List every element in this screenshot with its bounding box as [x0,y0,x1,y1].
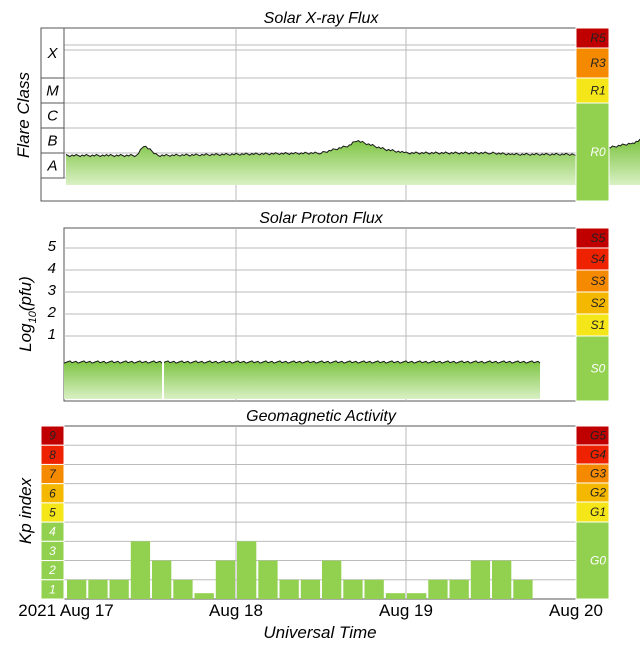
xray-class-label: M [46,83,59,100]
geo-kp-bar [428,579,448,599]
proton-tick-label: 2 [47,304,57,321]
geo-panel: 9 8 7 6 5 4 3 2 1 G5 G4 G3 G2 G1 G0 [40,425,610,600]
proton-y-ticks: 5 4 3 2 1 [47,238,57,343]
xray-class-label: A [46,158,57,175]
geo-kp-bar [364,579,384,599]
xray-r-scale: R5 R3 R1 R0 [575,27,610,202]
proton-scale-label: S0 [591,362,606,376]
geo-kp-bar [67,579,87,599]
geo-scale-label: G4 [590,448,606,462]
geo-kp-label: 2 [48,563,56,577]
geo-kp-bar [194,593,214,599]
xray-scale-box [575,102,610,202]
geo-ylabel: Kp index [16,477,35,544]
xray-scale-label: R3 [590,56,606,70]
proton-ylabel-main: Log [16,323,35,352]
geo-kp-label: 3 [49,544,56,558]
proton-tick-label: 4 [48,260,56,277]
geo-kp-bar [88,579,108,599]
geo-kp-bar [407,593,427,599]
x-tick-label-2: Aug 19 [379,601,433,620]
geo-kp-label: 1 [49,582,56,596]
geo-kp-bar [130,541,151,599]
xray-class-label: B [47,133,57,150]
proton-data-gap [162,362,164,399]
proton-ylabel-rest: (pfu) [16,276,35,311]
geo-scale-label: G1 [590,505,606,519]
geo-kp-bar [385,593,406,599]
proton-flux-area [64,360,540,399]
geo-kp-bar [152,560,172,599]
geo-scale-label: G2 [590,486,606,500]
x-tick-label-0: 2021 Aug 17 [18,601,113,620]
geo-kp-bar [279,579,299,599]
proton-scale-label: S1 [591,318,606,332]
geo-kp-bar [322,560,342,599]
geo-kp-label: 4 [49,525,56,539]
geo-scale-box [575,521,610,600]
geo-kp-bar [343,579,363,599]
geo-kp-bar [492,560,512,599]
proton-scale-label: S5 [591,231,606,245]
xray-class-box [40,152,65,179]
proton-ylabel: Log10(pfu) [16,276,39,352]
geo-scale-label: G5 [590,429,606,443]
geo-scale-label: G3 [590,467,606,481]
geo-g-scale: G5 G4 G3 G2 G1 G0 [575,425,610,600]
xray-ylabel: Flare Class [14,72,33,158]
geo-kp-bars [67,541,533,599]
geo-kp-bar [300,579,321,599]
geo-kp-label: 6 [49,486,56,500]
xray-scale-box [575,47,610,79]
geo-kp-label: 5 [49,506,56,520]
xray-scale-label: R0 [590,145,606,159]
geo-title: Geomagnetic Activity [246,408,397,425]
geo-kp-bar [258,560,278,599]
x-tick-label-1: Aug 18 [209,601,263,620]
proton-tick-label: 1 [48,326,56,343]
proton-tick-label: 3 [48,282,57,299]
proton-s-scale: S5 S4 S3 S2 S1 S0 [575,227,610,402]
proton-flux-line [63,360,541,364]
geo-kp-bar [215,560,236,599]
x-axis-title: Universal Time [263,623,376,642]
geo-kp-bar [449,579,469,599]
proton-gridlines [64,228,576,401]
geo-kp-bar [470,560,491,599]
proton-ylabel-sub: 10 [27,310,39,323]
proton-scale-label: S2 [591,296,606,310]
proton-scale-label: S3 [591,274,606,288]
proton-scale-box [575,335,610,402]
xray-scale-label: R1 [590,84,605,98]
xray-scale-box [575,77,610,104]
geo-kp-bar [173,579,193,599]
geo-kp-label: 8 [49,448,56,462]
proton-tick-label: 5 [48,238,57,255]
proton-title: Solar Proton Flux [259,210,384,227]
geo-kp-label: 7 [49,467,57,481]
proton-scale-label: S4 [591,252,606,266]
proton-panel: 5 4 3 2 1 S5 S4 S3 S2 S1 S0 [47,227,610,402]
xray-flux-area [66,139,640,185]
geo-kp-levels: 9 8 7 6 5 4 3 2 1 [40,425,65,600]
xray-flux-line [65,138,640,158]
x-tick-label-3: Aug 20 [549,601,603,620]
geo-kp-bar [237,541,257,599]
xray-class-label: C [47,108,58,125]
xray-scale-label: R5 [590,31,606,45]
geo-kp-label: 9 [49,429,56,443]
geo-scale-label: G0 [590,554,606,568]
geo-kp-bar [513,579,533,599]
geo-kp-bar [109,579,129,599]
xray-class-label: X [46,45,58,62]
geo-kp-box [40,579,65,600]
xray-title: Solar X-ray Flux [264,10,380,27]
